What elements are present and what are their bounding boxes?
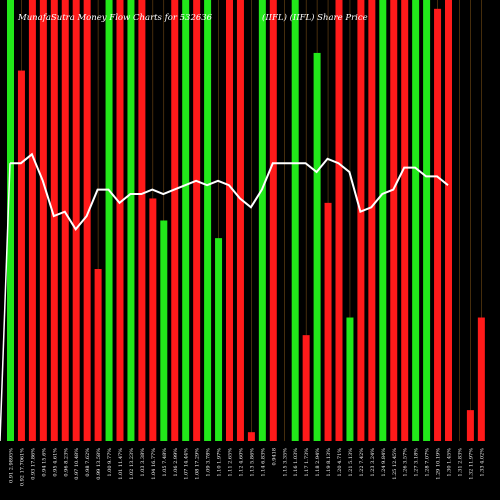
tick-label: 1.18 2.94%	[315, 448, 321, 477]
tick-label: 1.33 4.02%	[479, 448, 485, 477]
bar	[390, 0, 398, 441]
bar	[335, 0, 343, 441]
tick-label: 0.98 7.62%	[85, 448, 91, 477]
bar	[138, 0, 146, 441]
tick-label: 1.24 9.84%	[381, 448, 387, 477]
bar	[127, 0, 135, 441]
tick-label: 0.94 15.6%	[41, 448, 47, 477]
chart-subtitle: (IIFL) (IIFL) Share Price	[262, 12, 368, 23]
tick-label: 1.00 9.77%	[107, 448, 113, 477]
bar	[412, 0, 420, 441]
bar	[379, 0, 387, 441]
bar	[61, 0, 69, 441]
tick-label: 1.04 16.77%	[151, 448, 157, 480]
tick-label: 0.91 2.9895%	[9, 448, 15, 483]
tick-label: 1.19 8.13%	[326, 448, 332, 477]
tick-label: 1.14 6.83%	[260, 448, 266, 477]
tick-label: 1.21 5.13%	[348, 448, 354, 477]
bar	[50, 0, 58, 441]
bar	[116, 0, 124, 441]
bar	[160, 220, 168, 441]
tick-label: 1.20 4.71%	[337, 448, 343, 477]
tick-label: 0.92 17.7061%	[19, 448, 25, 486]
tick-label: 0.9418	[271, 448, 277, 466]
tick-label: 1.16 1.03%	[293, 448, 299, 477]
bar	[445, 0, 452, 441]
tick-label: 1.23 3.24%	[370, 448, 376, 477]
bar	[72, 0, 80, 441]
bar	[105, 0, 113, 441]
bar	[477, 317, 485, 441]
bar	[215, 238, 223, 441]
bar	[423, 0, 431, 441]
money-flow-line-start	[0, 163, 11, 442]
tick-label: 1.07 14.44%	[184, 448, 190, 480]
bar	[149, 198, 157, 441]
tick-label: 1.25 12.45%	[392, 448, 398, 480]
bar	[269, 0, 277, 441]
bar	[226, 0, 233, 441]
bar	[182, 0, 190, 441]
tick-label: 0.97 10.48%	[74, 448, 80, 480]
bar	[434, 8, 442, 441]
bar-series	[7, 0, 485, 442]
bar	[466, 410, 474, 441]
chart-title: MunafaSutra Money Flow Charts for 532636	[17, 13, 213, 23]
bar	[346, 317, 354, 441]
bar	[171, 0, 179, 441]
tick-label: 1.30 1.45%	[447, 448, 453, 477]
tick-label: 1.06 2.99%	[173, 448, 179, 477]
money-flow-line	[10, 152, 449, 232]
bar	[247, 432, 255, 441]
tick-label: 1.12 4.60%	[238, 448, 244, 477]
tick-label: 0.96 8.23%	[63, 448, 69, 477]
tick-label: 1.26 3.57%	[403, 448, 409, 477]
bar	[324, 202, 332, 441]
tick-label: 1.03 3.38%	[140, 448, 146, 477]
bar	[401, 0, 409, 441]
bar	[39, 0, 47, 441]
tick-label: 1.05 7.48%	[162, 448, 168, 477]
tick-label: 0.93 17.86%	[30, 448, 36, 480]
tick-label: 0.95 4.61%	[52, 448, 58, 477]
tick-label: 1.32 11.97%	[468, 448, 474, 480]
tick-label: 1.11 2.65%	[228, 448, 234, 477]
tick-label: 1.31 2.83%	[457, 448, 463, 477]
tick-label: 1.08 17.29%	[195, 448, 201, 480]
bar	[291, 0, 299, 441]
bar	[83, 0, 91, 441]
bar	[204, 0, 212, 441]
tick-label: 1.09 3.78%	[206, 448, 212, 477]
bar	[7, 0, 14, 441]
tick-label: 1.27 3.18%	[414, 448, 420, 477]
tick-label: 1.22 7.42%	[359, 448, 365, 477]
tick-label: 1.02 13.23%	[129, 448, 135, 480]
bar	[236, 0, 244, 441]
bar	[357, 0, 365, 441]
bar	[94, 269, 102, 441]
tick-label: 1.29 10.19%	[436, 448, 442, 480]
tick-label: 1.01 11.47%	[118, 448, 124, 480]
tick-label: 1.17 1.73%	[304, 448, 310, 477]
bar	[258, 0, 266, 441]
bar	[368, 0, 376, 441]
bar	[193, 0, 201, 441]
bar	[28, 0, 36, 441]
tick-label: 1.15 3.35%	[282, 448, 288, 477]
grid-lines	[10, 0, 482, 441]
bar	[302, 335, 310, 441]
x-axis-tick-labels: 0.91 2.9895% 0.92 17.7061% 0.93 17.86% 0.94…	[9, 448, 486, 486]
tick-label: 1.13 5.86%	[249, 448, 255, 477]
bar	[17, 70, 25, 441]
tick-label: 1.28 7.07%	[425, 448, 431, 477]
bar	[313, 52, 321, 442]
tick-label: 1.10 1.97%	[217, 448, 223, 477]
tick-label: 0.99 13.58%	[96, 448, 102, 480]
